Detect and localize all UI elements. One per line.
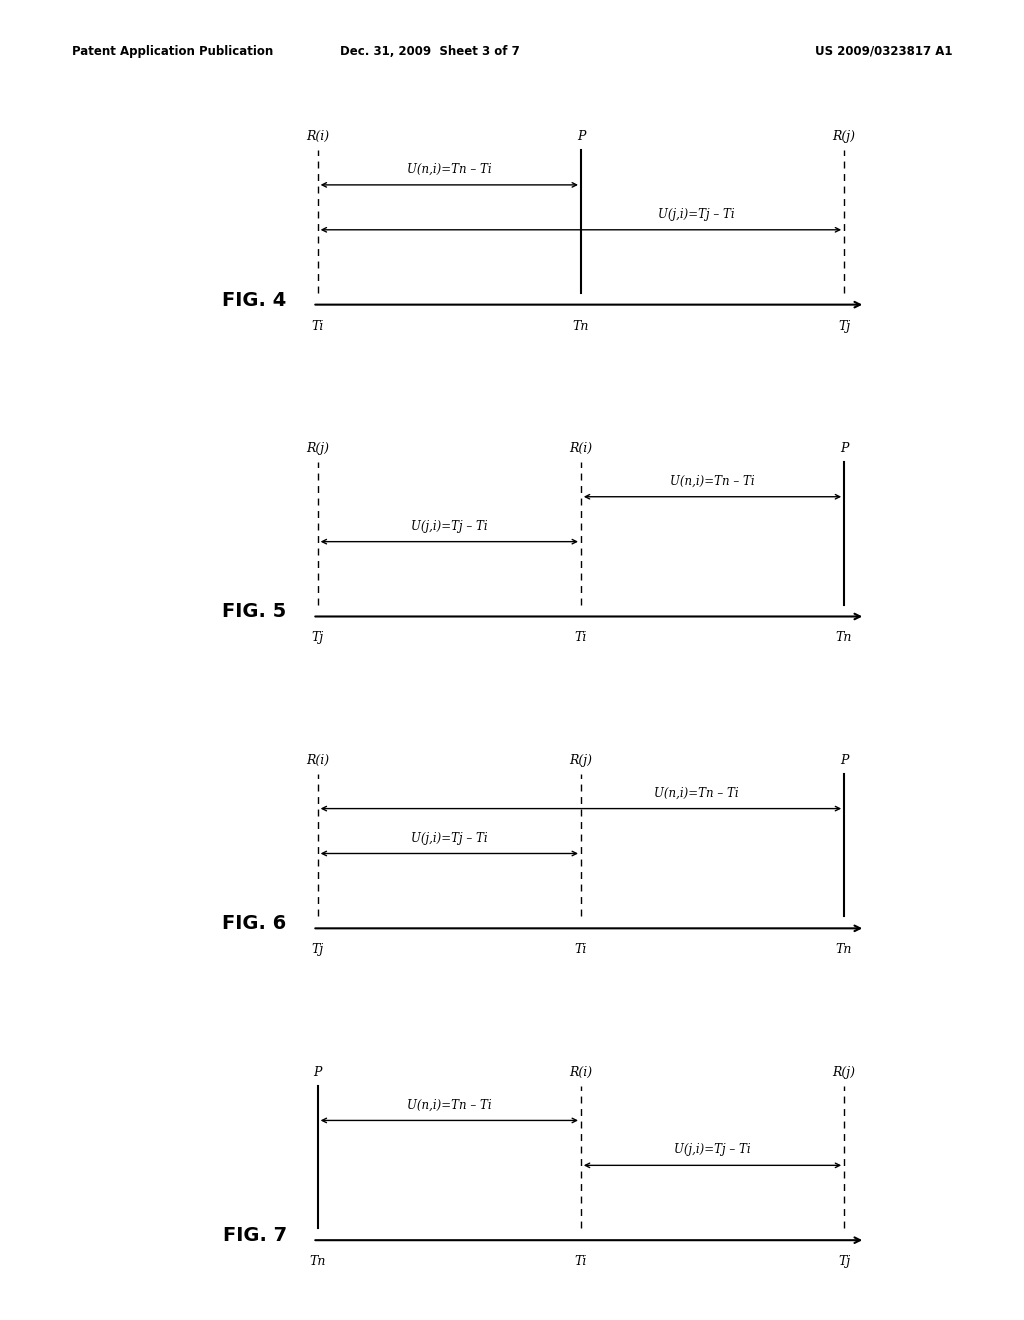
Text: P: P xyxy=(840,442,848,455)
Text: R(j): R(j) xyxy=(833,1065,856,1078)
Text: Tn: Tn xyxy=(309,1255,326,1269)
Text: Ti: Ti xyxy=(574,1255,587,1269)
Text: Ti: Ti xyxy=(574,944,587,956)
Text: Tn: Tn xyxy=(836,631,852,644)
Text: R(i): R(i) xyxy=(306,129,330,143)
Text: Patent Application Publication: Patent Application Publication xyxy=(72,45,273,58)
Text: Tj: Tj xyxy=(838,319,850,333)
Text: Tn: Tn xyxy=(572,319,589,333)
Text: R(i): R(i) xyxy=(569,442,593,455)
Text: U(n,i)=Tn – Ti: U(n,i)=Tn – Ti xyxy=(407,162,492,176)
Text: Tj: Tj xyxy=(311,631,324,644)
Text: R(i): R(i) xyxy=(306,754,330,767)
Text: FIG. 4: FIG. 4 xyxy=(222,290,287,310)
Text: P: P xyxy=(313,1065,322,1078)
Text: P: P xyxy=(840,754,848,767)
Text: Tj: Tj xyxy=(311,944,324,956)
Text: FIG. 7: FIG. 7 xyxy=(222,1226,287,1245)
Text: Tj: Tj xyxy=(838,1255,850,1269)
Text: U(n,i)=Tn – Ti: U(n,i)=Tn – Ti xyxy=(407,1098,492,1111)
Text: P: P xyxy=(577,129,585,143)
Text: R(j): R(j) xyxy=(306,442,330,455)
Text: U(j,i)=Tj – Ti: U(j,i)=Tj – Ti xyxy=(658,207,735,220)
Text: Ti: Ti xyxy=(574,631,587,644)
Text: Dec. 31, 2009  Sheet 3 of 7: Dec. 31, 2009 Sheet 3 of 7 xyxy=(340,45,520,58)
Text: US 2009/0323817 A1: US 2009/0323817 A1 xyxy=(815,45,952,58)
Text: U(n,i)=Tn – Ti: U(n,i)=Tn – Ti xyxy=(654,787,739,800)
Text: U(j,i)=Tj – Ti: U(j,i)=Tj – Ti xyxy=(411,520,487,533)
Text: Ti: Ti xyxy=(311,319,324,333)
Text: R(j): R(j) xyxy=(833,129,856,143)
Text: R(j): R(j) xyxy=(569,754,593,767)
Text: Tn: Tn xyxy=(836,944,852,956)
Text: R(i): R(i) xyxy=(569,1065,593,1078)
Text: FIG. 6: FIG. 6 xyxy=(222,915,287,933)
Text: U(j,i)=Tj – Ti: U(j,i)=Tj – Ti xyxy=(411,832,487,845)
Text: U(n,i)=Tn – Ti: U(n,i)=Tn – Ti xyxy=(670,475,755,488)
Text: U(j,i)=Tj – Ti: U(j,i)=Tj – Ti xyxy=(674,1143,751,1156)
Text: FIG. 5: FIG. 5 xyxy=(222,602,287,622)
